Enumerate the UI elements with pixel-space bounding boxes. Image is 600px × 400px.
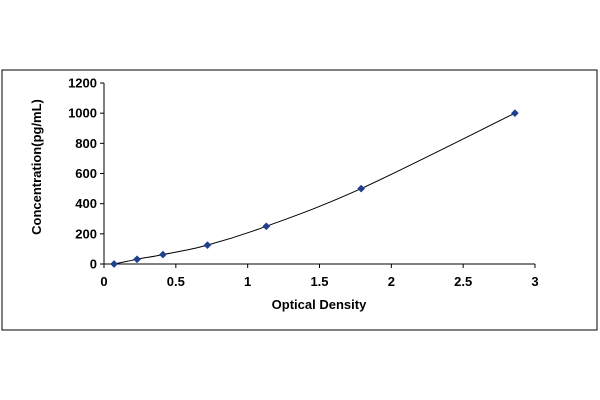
- y-tick-label: 200: [75, 226, 97, 241]
- data-point-marker: [133, 255, 141, 264]
- y-tick-label: 0: [90, 257, 97, 272]
- y-tick-label: 800: [75, 136, 97, 151]
- x-tick-label: 2: [388, 274, 395, 289]
- y-tick-label: 1000: [68, 106, 97, 121]
- x-axis-ticks: 0 0.5 1 1.5 2 2.5 3: [100, 264, 539, 289]
- plot-area: 0 200 400 600 800 1000 1200 0 0.5 1 1.5 2 2.5 3: [68, 76, 539, 290]
- x-tick-label: 1.5: [310, 274, 328, 289]
- y-tick-label: 600: [75, 166, 97, 181]
- y-tick-label: 1200: [68, 76, 97, 91]
- x-tick-label: 0.5: [167, 274, 185, 289]
- data-point-marker: [262, 222, 271, 231]
- data-point-marker: [203, 241, 212, 250]
- data-point-marker: [110, 260, 119, 268]
- x-tick-label: 1: [244, 274, 251, 289]
- data-point-marker: [510, 109, 519, 118]
- y-axis-ticks: 0 200 400 600 800 1000 1200: [68, 76, 104, 272]
- y-tick-label: 400: [75, 196, 97, 211]
- x-tick-label: 0: [100, 274, 107, 289]
- x-tick-label: 2.5: [454, 274, 472, 289]
- y-axis-title: Concentration(pg/mL): [29, 99, 44, 235]
- x-axis-title: Optical Density: [272, 297, 367, 312]
- data-points: [110, 109, 519, 268]
- data-point-marker: [158, 250, 167, 259]
- data-point-marker: [357, 184, 366, 193]
- x-tick-label: 3: [531, 274, 538, 289]
